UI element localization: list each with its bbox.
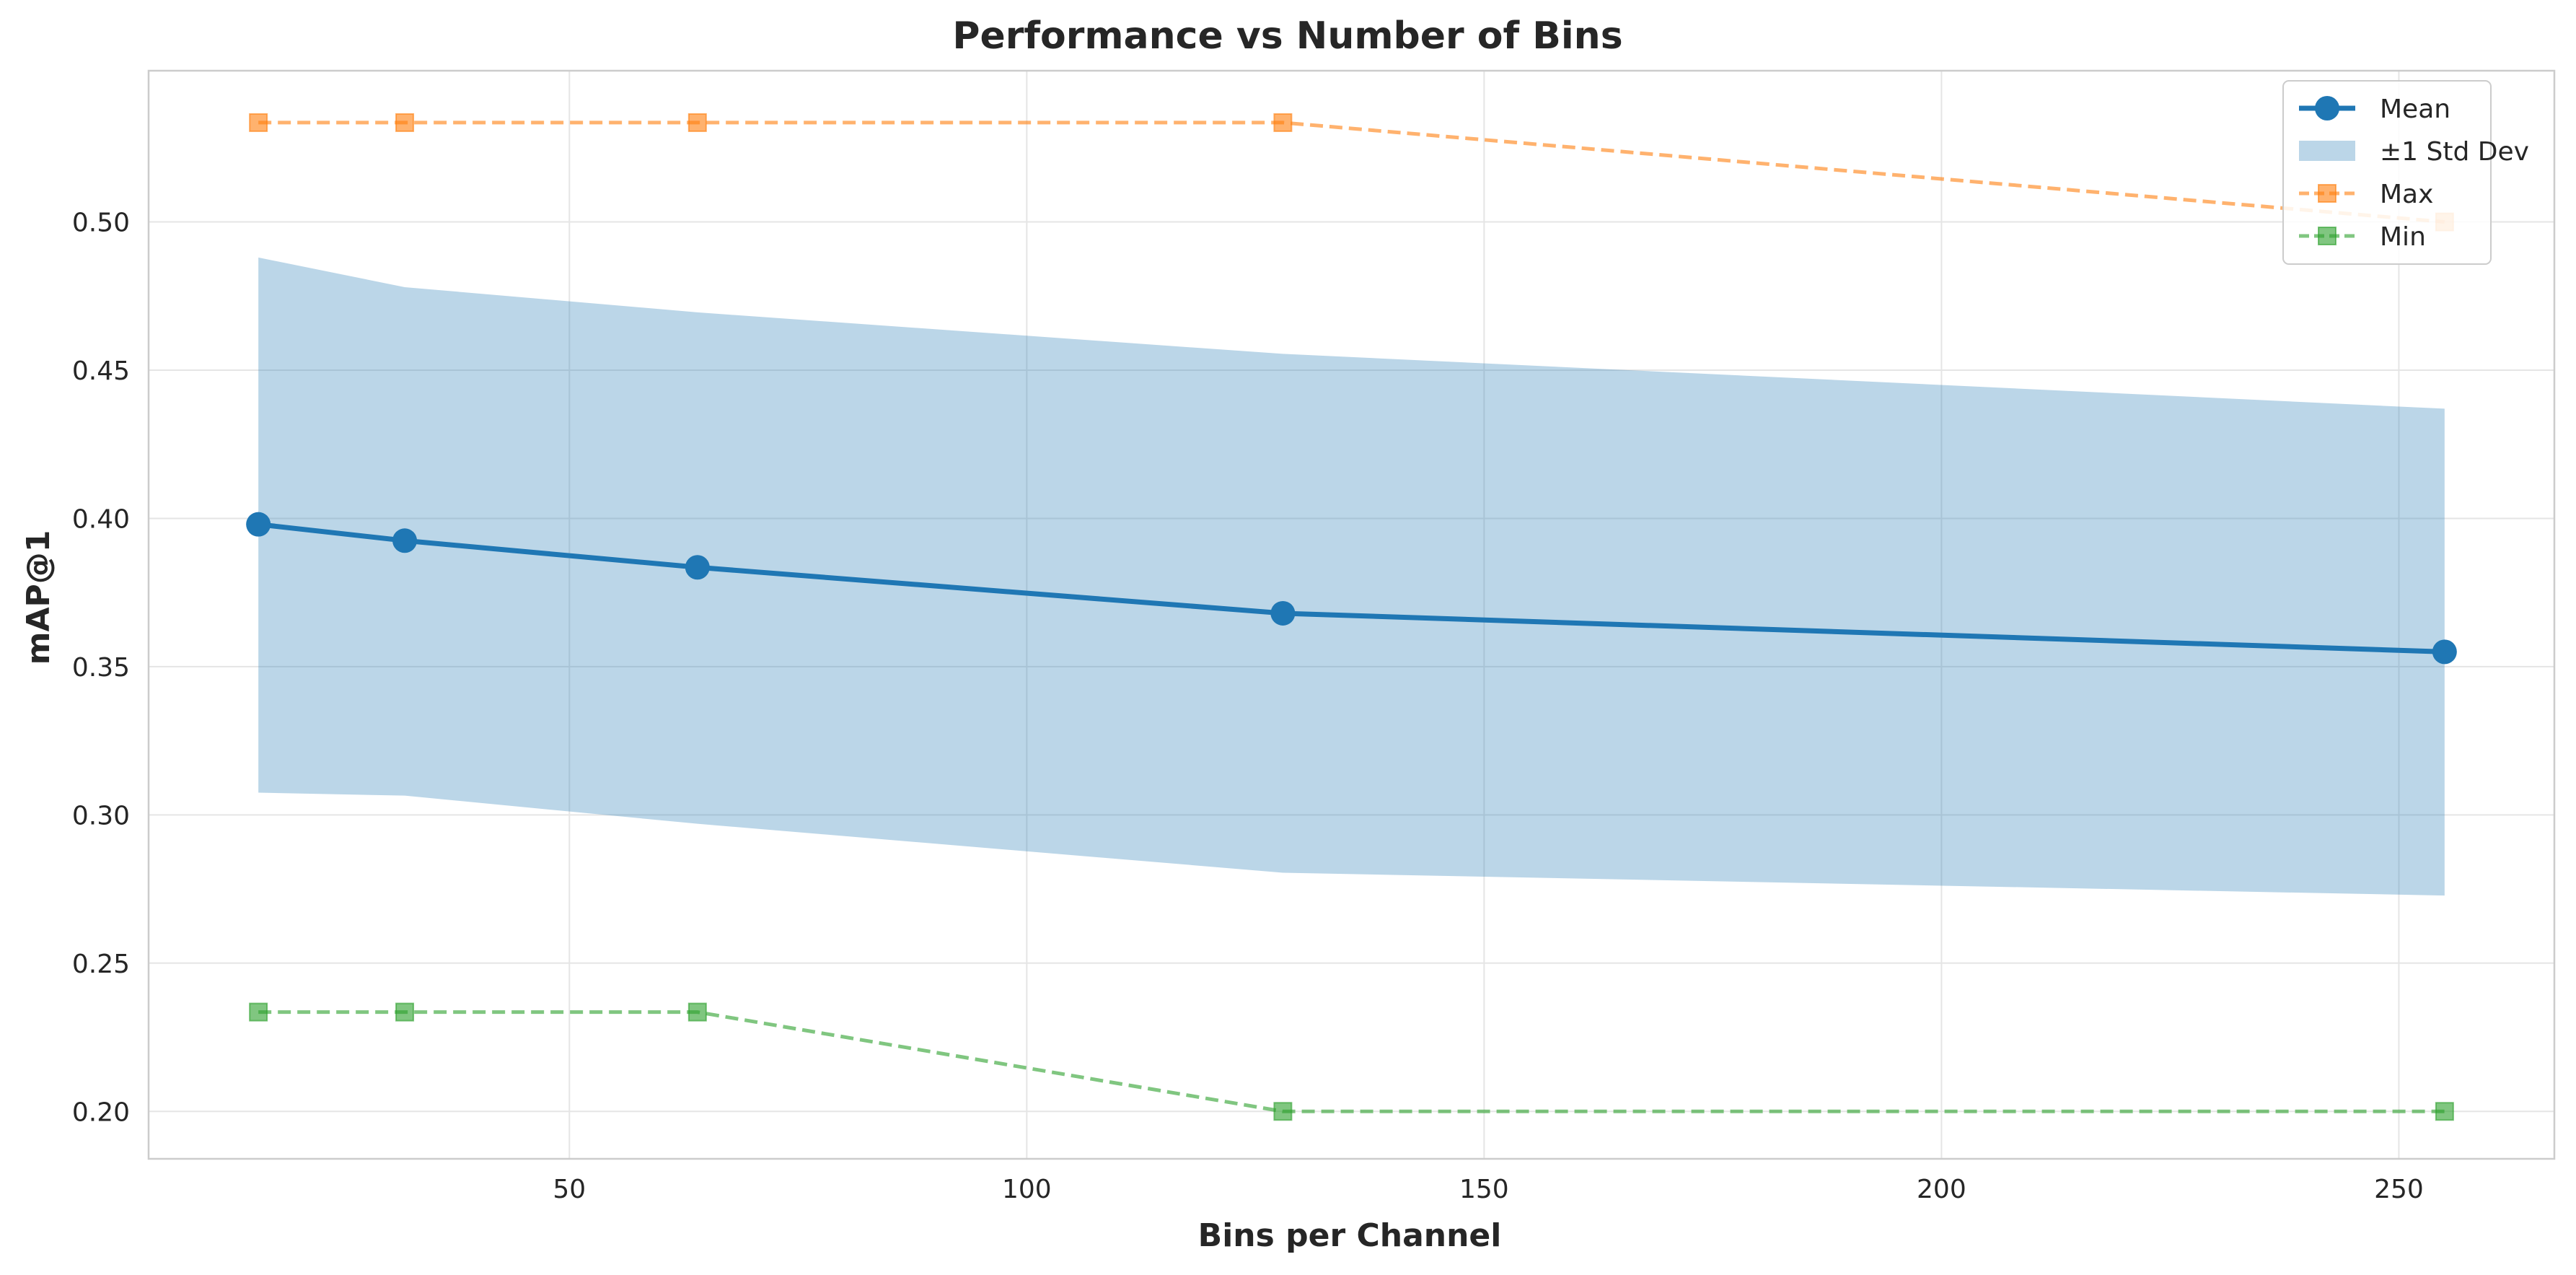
- min-marker: [395, 1002, 415, 1022]
- x-tick-label: 200: [1917, 1175, 1966, 1204]
- plot-area: 50 100 150 200 250 0.20 0.25 0.30 0.35 0.40 0.45 0.…: [72, 69, 2556, 1204]
- legend-label-mean: Mean: [2380, 95, 2450, 124]
- legend-std-dev-swatch: [2299, 141, 2355, 161]
- max-marker: [1273, 113, 1293, 132]
- legend: Mean ±1 Std Dev Max Min: [2282, 80, 2529, 265]
- legend-mean-marker: [2315, 96, 2339, 121]
- legend-max-marker: [2318, 184, 2337, 203]
- legend-label-std-dev: ±1 Std Dev: [2380, 137, 2529, 167]
- legend-label-min: Min: [2380, 222, 2426, 252]
- y-tick-label: 0.40: [72, 504, 130, 534]
- mean-marker: [1270, 600, 1296, 626]
- x-tick-label: 250: [2374, 1175, 2424, 1204]
- x-tick-label: 100: [1002, 1175, 1052, 1204]
- max-marker: [249, 113, 268, 132]
- y-tick-label: 0.30: [72, 801, 130, 831]
- max-marker: [395, 113, 415, 132]
- x-tick-label: 150: [1459, 1175, 1509, 1204]
- x-tick-label: 50: [553, 1175, 586, 1204]
- y-tick-label: 0.25: [72, 950, 130, 979]
- min-marker: [1273, 1102, 1293, 1121]
- mean-marker: [392, 528, 418, 553]
- mean-marker: [2432, 639, 2457, 665]
- min-marker: [249, 1002, 268, 1022]
- mean-marker: [685, 555, 710, 580]
- y-tick-label: 0.35: [72, 653, 130, 683]
- max-marker: [687, 113, 707, 132]
- mean-marker: [246, 512, 271, 537]
- legend-box: [2282, 80, 2492, 265]
- legend-min-marker: [2318, 227, 2337, 245]
- std-dev-band: [258, 257, 2445, 896]
- legend-label-max: Max: [2380, 180, 2433, 209]
- y-axis-label: mAP@1: [20, 530, 57, 665]
- chart-title: Performance vs Number of Bins: [952, 14, 1622, 58]
- x-axis-label: Bins per Channel: [1198, 1217, 1502, 1254]
- min-marker: [2435, 1102, 2454, 1121]
- y-tick-label: 0.50: [72, 209, 130, 238]
- min-marker: [687, 1002, 707, 1022]
- plot-frame: [147, 69, 2556, 1160]
- y-tick-label: 0.20: [72, 1097, 130, 1127]
- y-tick-label: 0.45: [72, 356, 130, 386]
